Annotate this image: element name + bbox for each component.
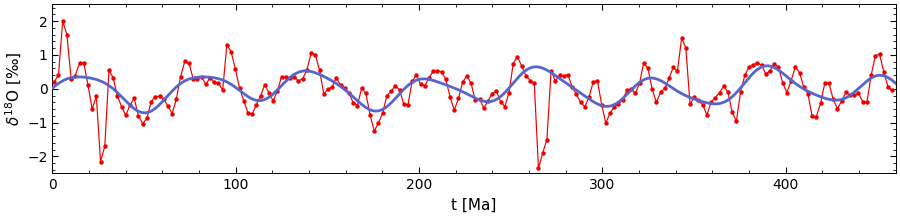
Y-axis label: $\delta^{18}$O [‰]: $\delta^{18}$O [‰]	[4, 52, 24, 126]
X-axis label: t [Ma]: t [Ma]	[452, 198, 497, 213]
